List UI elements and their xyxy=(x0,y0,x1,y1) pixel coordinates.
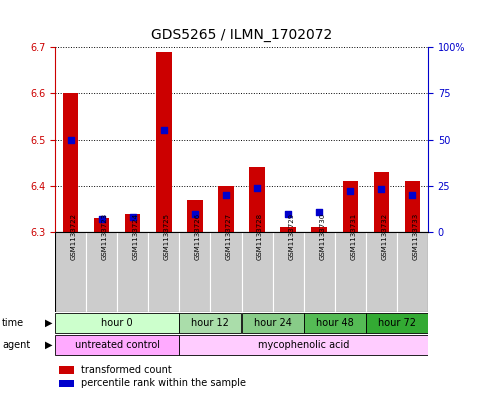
Text: hour 0: hour 0 xyxy=(101,318,133,328)
Point xyxy=(191,210,199,217)
Text: hour 24: hour 24 xyxy=(254,318,292,328)
Point xyxy=(160,127,168,133)
Bar xyxy=(211,232,242,312)
Text: hour 12: hour 12 xyxy=(191,318,229,328)
Text: GDS5265 / ILMN_1702072: GDS5265 / ILMN_1702072 xyxy=(151,28,332,42)
Bar xyxy=(187,200,203,232)
Text: GSM1133723: GSM1133723 xyxy=(101,213,108,259)
Point xyxy=(315,209,323,215)
Bar xyxy=(374,172,389,232)
Point xyxy=(67,136,74,143)
Bar xyxy=(179,335,428,355)
Text: GSM1133724: GSM1133724 xyxy=(133,213,139,259)
Bar xyxy=(272,232,304,312)
Text: ▶: ▶ xyxy=(45,340,53,350)
Bar xyxy=(59,366,73,373)
Point xyxy=(129,214,137,220)
Text: mycophenolic acid: mycophenolic acid xyxy=(258,340,349,350)
Bar xyxy=(242,232,272,312)
Text: GSM1133729: GSM1133729 xyxy=(288,213,294,259)
Bar xyxy=(280,228,296,232)
Bar xyxy=(312,228,327,232)
Text: hour 72: hour 72 xyxy=(378,318,416,328)
Text: GSM1133726: GSM1133726 xyxy=(195,213,201,259)
Bar xyxy=(125,213,141,232)
Text: GSM1133727: GSM1133727 xyxy=(226,213,232,259)
Bar xyxy=(397,232,428,312)
Text: GSM1133722: GSM1133722 xyxy=(71,213,76,259)
Bar xyxy=(405,181,420,232)
Bar xyxy=(156,51,171,232)
Text: GSM1133728: GSM1133728 xyxy=(257,213,263,259)
Text: GSM1133730: GSM1133730 xyxy=(319,212,325,260)
Bar xyxy=(59,380,73,387)
Bar xyxy=(55,335,179,355)
Point xyxy=(378,186,385,193)
Bar xyxy=(366,313,428,333)
Text: time: time xyxy=(2,318,24,328)
Point xyxy=(222,192,230,198)
Point xyxy=(346,188,354,195)
Bar xyxy=(55,313,179,333)
Bar xyxy=(179,232,211,312)
Bar xyxy=(304,313,366,333)
Bar xyxy=(179,313,242,333)
Text: GSM1133733: GSM1133733 xyxy=(412,212,418,260)
Bar xyxy=(218,186,234,232)
Bar xyxy=(117,232,148,312)
Bar xyxy=(304,232,335,312)
Text: GSM1133731: GSM1133731 xyxy=(350,212,356,260)
Text: percentile rank within the sample: percentile rank within the sample xyxy=(81,378,246,388)
Text: hour 48: hour 48 xyxy=(316,318,354,328)
Text: agent: agent xyxy=(2,340,30,350)
Point xyxy=(253,184,261,191)
Bar xyxy=(249,167,265,232)
Bar xyxy=(148,232,179,312)
Bar xyxy=(86,232,117,312)
Bar xyxy=(342,181,358,232)
Bar xyxy=(366,232,397,312)
Bar xyxy=(63,93,78,232)
Bar xyxy=(335,232,366,312)
Text: GSM1133725: GSM1133725 xyxy=(164,213,170,259)
Text: untreated control: untreated control xyxy=(75,340,160,350)
Bar xyxy=(55,232,86,312)
Text: ▶: ▶ xyxy=(45,318,53,328)
Point xyxy=(284,210,292,217)
Text: transformed count: transformed count xyxy=(81,365,172,375)
Bar xyxy=(242,313,304,333)
Text: GSM1133732: GSM1133732 xyxy=(382,213,387,259)
Bar xyxy=(94,218,109,232)
Point xyxy=(98,216,105,222)
Point xyxy=(409,192,416,198)
